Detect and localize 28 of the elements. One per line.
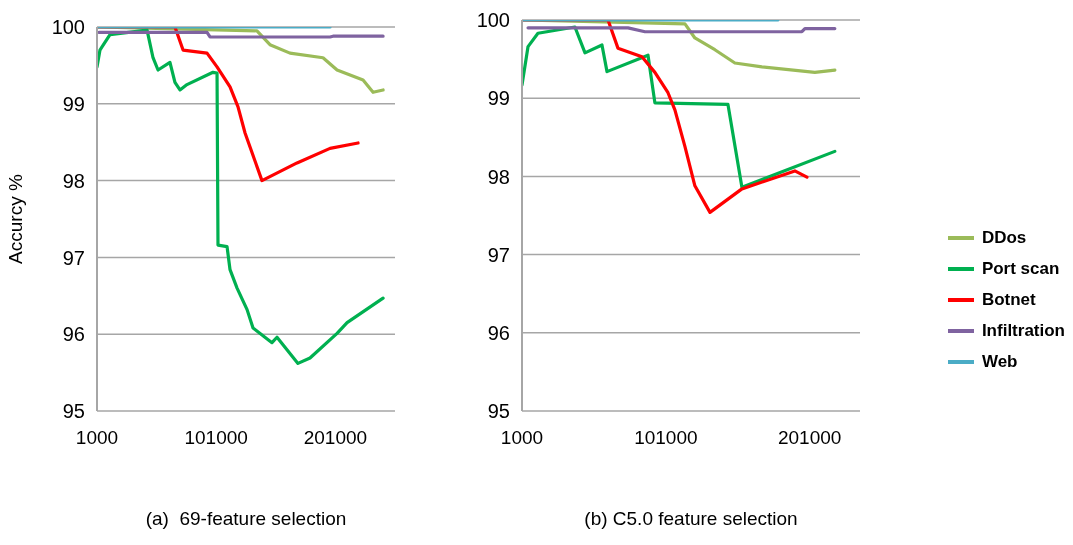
y-tick-label: 100	[476, 9, 510, 32]
x-tick-label: 101000	[184, 427, 248, 449]
line-series	[97, 28, 385, 365]
y-tick-label: 96	[62, 323, 85, 346]
x-tick-label: 201000	[777, 427, 842, 449]
y-tick-label: 98	[62, 169, 85, 192]
y-tick-label: 95	[62, 400, 85, 423]
y-tick-label: 97	[487, 243, 510, 266]
y-tick-label: 97	[62, 246, 85, 269]
x-tick-label: 101000	[634, 427, 698, 449]
x-tick-label: 1000	[75, 427, 119, 449]
x-axis-title: (b) C5.0 feature selection	[584, 508, 798, 529]
legend-label: Port scan	[981, 258, 1060, 279]
y-tick-label: 98	[487, 165, 510, 188]
legend-label: Infiltration	[981, 320, 1065, 341]
y-tick-label: 96	[487, 321, 510, 344]
line-series	[522, 25, 837, 189]
legend-label: Web	[981, 351, 1018, 372]
legend-label: Botnet	[981, 289, 1036, 310]
y-tick-label: 99	[62, 92, 85, 115]
legend-label: DDos	[981, 227, 1027, 248]
y-tick-label: 99	[487, 87, 510, 110]
y-tick-label: 100	[51, 16, 85, 39]
x-axis-title: (a) 69-feature selection	[145, 508, 347, 529]
y-axis-title: Accurcy %	[4, 174, 26, 264]
y-tick-label: 95	[487, 400, 510, 423]
x-tick-label: 1000	[500, 427, 544, 449]
x-tick-label: 201000	[303, 427, 368, 449]
